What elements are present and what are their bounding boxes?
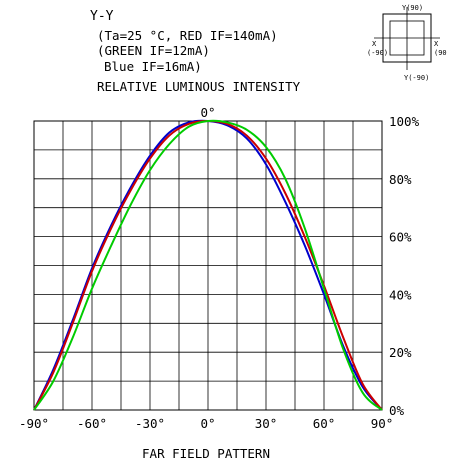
package-right-x-label: X — [434, 40, 439, 48]
package-top-label: Y(90) — [402, 4, 423, 12]
x-tick-label: 90° — [371, 416, 394, 431]
conditions-line-3: Blue IF=16mA) — [104, 59, 202, 74]
x-tick-label: -90° — [19, 416, 49, 431]
axis-labels: -90° -60° -30° 0° 30° 60° 90°0% 20% 40% 60% 80% 100… — [19, 105, 420, 431]
package-right-angle-label: (90 — [434, 49, 447, 57]
x-tick-label: 60° — [313, 416, 336, 431]
package-left-angle-label: (-90) — [367, 49, 388, 57]
y-tick-label: 80% — [389, 172, 412, 187]
package-bottom-label: Y(-90) — [404, 74, 429, 82]
x-tick-label: 30° — [255, 416, 278, 431]
conditions-line-1: (Ta=25 °C, RED IF=140mA) — [97, 28, 278, 43]
x-axis-label: FAR FIELD PATTERN — [142, 446, 270, 461]
x-tick-label: 0° — [200, 416, 215, 431]
y-tick-label: 20% — [389, 345, 412, 360]
package-left-x-label: X — [372, 40, 377, 48]
chart-title: RELATIVE LUMINOUS INTENSITY — [97, 79, 301, 94]
grid — [33, 120, 383, 411]
series-lines — [33, 119, 383, 411]
package-orientation-diagram: Y(90) Y(-90) X (-90) X (90 — [367, 4, 447, 82]
y-tick-label: 40% — [389, 287, 412, 302]
y-tick-label: 100% — [389, 114, 420, 129]
conditions-line-2: (GREEN IF=12mA) — [97, 43, 210, 58]
x-tick-label: -30° — [135, 416, 165, 431]
y-tick-label: 60% — [389, 230, 412, 245]
top-angle-label: 0° — [200, 105, 215, 120]
series-line-3 — [33, 119, 383, 411]
axis-name: Y-Y — [90, 9, 114, 24]
x-tick-label: -60° — [77, 416, 107, 431]
y-tick-label: 0% — [389, 403, 405, 418]
